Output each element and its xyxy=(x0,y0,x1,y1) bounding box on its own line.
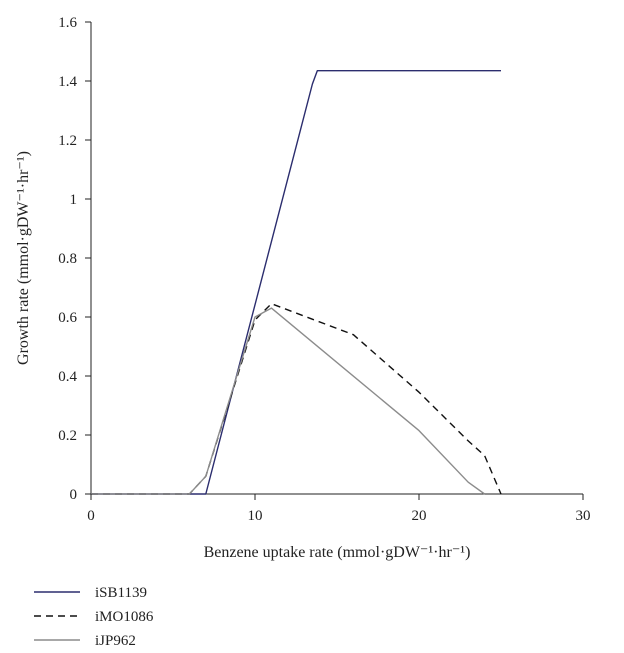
series-line-isb1139 xyxy=(91,69,501,495)
x-tick-label: 30 xyxy=(576,508,591,524)
y-tick-label: 1 xyxy=(70,192,78,208)
x-tick-label: 10 xyxy=(248,508,263,524)
y-tick-label: 0.2 xyxy=(58,428,77,444)
y-tick-label: 0.4 xyxy=(58,369,77,385)
y-tick-label: 0.6 xyxy=(58,310,77,326)
axes xyxy=(90,22,583,495)
series-line-ijp962 xyxy=(91,307,486,495)
y-tick-label: 1.2 xyxy=(58,133,77,149)
x-axis-ticks: 0 10 20 30 xyxy=(87,494,591,524)
y-tick-label: 0.8 xyxy=(58,251,77,267)
legend-label-imo1086: iMO1086 xyxy=(95,609,154,625)
legend: iSB1139 iMO1086 iJP962 xyxy=(34,585,154,649)
y-tick-label: 0 xyxy=(70,487,78,503)
legend-label-ijp962: iJP962 xyxy=(95,633,136,649)
y-tick-label: 1.6 xyxy=(58,15,77,31)
y-axis-label: Growth rate (mmol·gDW⁻¹·hr⁻¹) xyxy=(15,151,32,365)
x-axis-label: Benzene uptake rate (mmol·gDW⁻¹·hr⁻¹) xyxy=(204,544,471,561)
y-tick-label: 1.4 xyxy=(58,74,77,90)
legend-label-isb1139: iSB1139 xyxy=(95,585,147,601)
x-tick-label: 20 xyxy=(412,508,427,524)
y-axis-ticks: 0 0.2 0.4 0.6 0.8 1 1.2 1.4 1.6 xyxy=(58,15,91,503)
x-tick-label: 0 xyxy=(87,508,95,524)
series-lines xyxy=(91,69,502,495)
series-line-imo1086 xyxy=(91,303,502,495)
